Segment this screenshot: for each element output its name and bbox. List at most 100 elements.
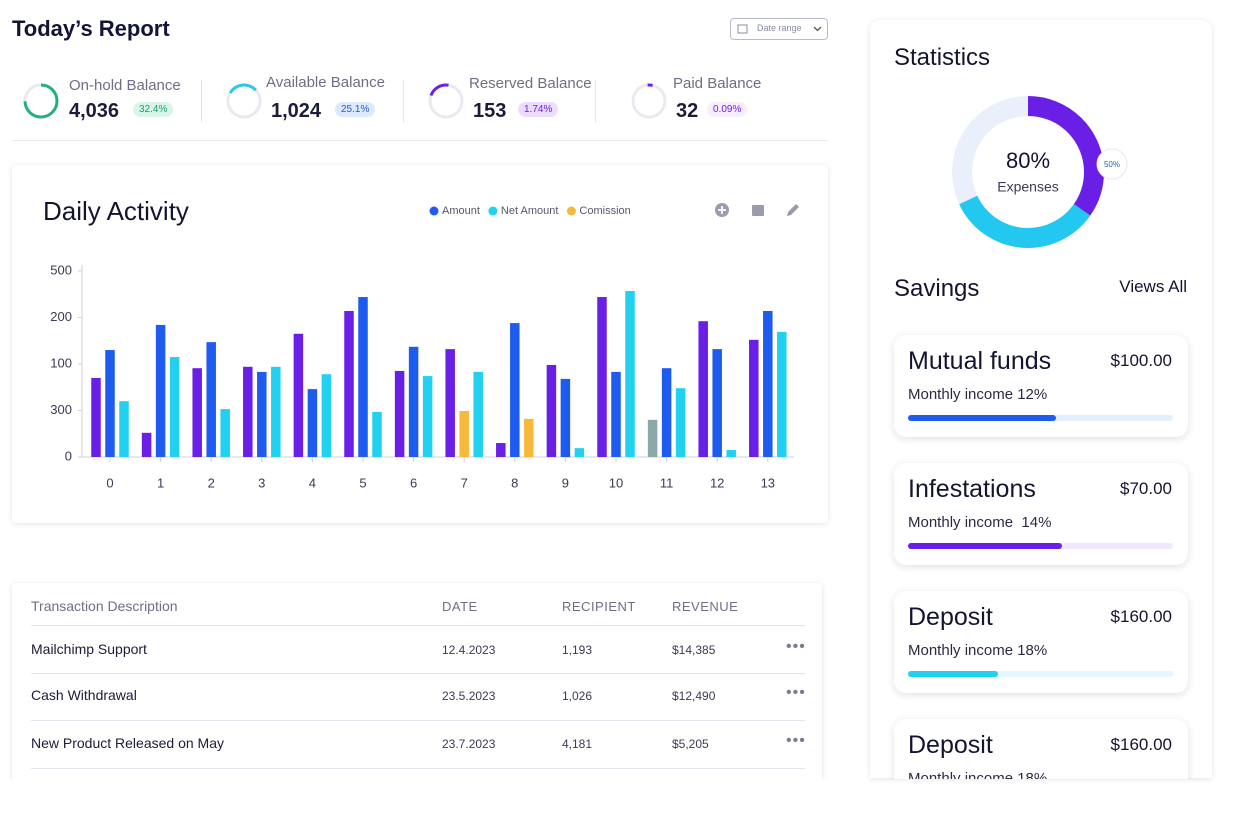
row-menu[interactable]: •••: [786, 732, 806, 749]
bar: [647, 419, 658, 457]
balance-percent: 1.74%: [518, 102, 559, 117]
transaction-description: Cash Withdrawal: [31, 687, 137, 703]
x-tick-label: 2: [208, 475, 215, 490]
edit-icon[interactable]: [787, 204, 799, 216]
progress-fill: [908, 415, 1057, 421]
saving-card[interactable]: Deposit $160.00 Monthly income 18%: [894, 719, 1188, 779]
date-range-select[interactable]: Date range: [730, 18, 828, 40]
bar: [574, 448, 585, 457]
bar: [445, 349, 455, 457]
balance-value: 153: [473, 100, 507, 122]
row-menu[interactable]: •••: [786, 684, 806, 701]
bar: [119, 401, 129, 457]
chevron: [813, 26, 822, 32]
bar: [661, 368, 672, 457]
expenses-donut: 80% Expenses 50%: [952, 96, 1128, 248]
bar: [307, 389, 318, 457]
calendar-icon[interactable]: [752, 205, 764, 216]
balance-value: 1,024: [271, 100, 322, 122]
legend-dot: [566, 206, 576, 216]
balance-ring: [428, 83, 464, 119]
badge-label: 50%: [1104, 160, 1120, 169]
divider: [201, 80, 202, 122]
bar: [243, 366, 253, 457]
bar: [372, 411, 382, 457]
transaction-recipient: 4,181: [562, 737, 593, 751]
transaction-revenue: $14,385: [672, 643, 716, 657]
bar: [293, 333, 304, 457]
transaction-description: New Product Released on May: [31, 735, 224, 751]
saving-income: Monthly income 14%: [908, 514, 1052, 531]
balance-value: 4,036: [69, 100, 120, 122]
saving-amount: $160.00: [1110, 735, 1172, 754]
views-all-link[interactable]: Views All: [1119, 277, 1187, 296]
saving-card[interactable]: Mutual funds $100.00 Monthly income 12%: [894, 335, 1188, 437]
page-title: Today’s Report: [12, 16, 170, 41]
x-tick-label: 6: [410, 475, 417, 490]
bar: [597, 297, 607, 457]
transaction-date: 23.5.2023: [442, 689, 496, 703]
saving-card[interactable]: Infestations $70.00 Monthly income 14%: [894, 463, 1188, 565]
x-tick-label: 4: [309, 475, 316, 490]
legend-dot: [488, 206, 498, 216]
legend-dot: [429, 206, 439, 216]
progress-fill: [908, 671, 999, 677]
saving-card[interactable]: Deposit $160.00 Monthly income 18%: [894, 591, 1188, 693]
ring-arc: [226, 83, 262, 119]
bar: [141, 432, 152, 457]
bar: [510, 323, 520, 457]
transaction-date: 12.4.2023: [442, 643, 496, 657]
chart-title: Daily Activity: [43, 196, 189, 226]
row-separator: [31, 768, 805, 769]
chevron-icon: [813, 26, 822, 32]
bar: [155, 324, 166, 457]
balance-label: On-hold Balance: [69, 77, 181, 94]
saving-amount: $100.00: [1110, 351, 1172, 370]
saving-income: Monthly income 18%: [908, 770, 1048, 779]
balance-label: Paid Balance: [673, 75, 762, 92]
row-menu[interactable]: •••: [786, 638, 806, 655]
legend-label: Net Amount: [501, 205, 558, 217]
bar: [698, 321, 708, 457]
balances-row: On-hold Balance 4,036 32.4% Available Ba…: [12, 62, 828, 141]
table-header: REVENUE: [672, 599, 739, 614]
table-header: RECIPIENT: [562, 599, 636, 614]
balance-percent: 0.09%: [707, 102, 748, 117]
bar: [777, 331, 787, 457]
bar: [257, 371, 267, 457]
chart-card: Daily Activity 0 300 100 200 500 0 1 2 3 4 5 6 7 8 9 10…: [12, 165, 828, 523]
transaction-date: 23.7.2023: [442, 737, 496, 751]
donut-segment: [952, 96, 1104, 248]
progress-fill: [908, 543, 1062, 549]
chart-actions: [715, 203, 799, 217]
saving-name: Mutual funds: [908, 347, 1052, 375]
bar: [625, 290, 635, 457]
date-range-label: Date range: [757, 23, 802, 33]
y-tick-label: 300: [50, 402, 72, 417]
bar: [344, 310, 354, 457]
bar: [763, 310, 773, 457]
x-tick-label: 13: [761, 475, 775, 490]
saving-income: Monthly income 18%: [908, 642, 1048, 659]
row-separator: [31, 673, 805, 674]
x-tick-label: 9: [562, 475, 569, 490]
bar: [546, 364, 557, 457]
bar: [91, 377, 101, 457]
legend-label: Amount: [442, 205, 480, 217]
calendar-icon: [737, 24, 748, 34]
bar: [459, 410, 469, 457]
bar: [524, 418, 534, 457]
ring-arc: [428, 83, 464, 119]
table-header: DATE: [442, 599, 478, 614]
bar: [220, 409, 230, 457]
bar: [321, 374, 332, 457]
bar: [726, 450, 736, 457]
transaction-description: Mailchimp Support: [31, 641, 147, 657]
divider: [403, 80, 404, 122]
statistics-title: Statistics: [894, 44, 991, 71]
legend-label: Comission: [579, 205, 630, 217]
transaction-recipient: 1,193: [562, 643, 593, 657]
bar: [611, 371, 621, 457]
saving-income: Monthly income 12%: [908, 386, 1048, 403]
